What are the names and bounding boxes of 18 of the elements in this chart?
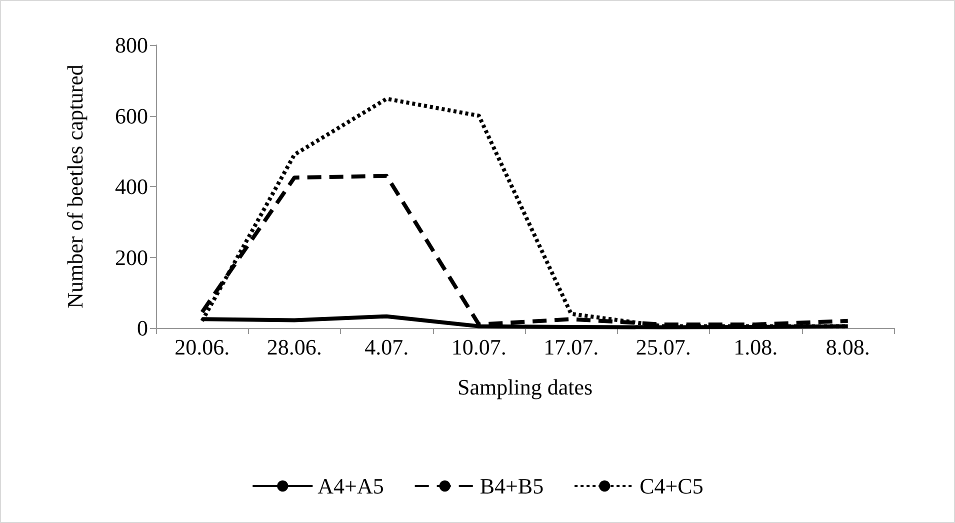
x-axis-title: Sampling dates — [457, 374, 593, 400]
y-tick-label: 600 — [115, 103, 148, 128]
legend-label: B4+B5 — [480, 474, 544, 498]
x-tick-label: 20.06. — [174, 334, 230, 360]
y-tick-label: 0 — [137, 316, 148, 340]
y-tick-label: 200 — [115, 244, 148, 270]
x-tick-label: 28.06. — [266, 334, 322, 360]
legend-label: A4+A5 — [318, 474, 384, 498]
y-tick-label: 800 — [115, 32, 148, 58]
legend-label: C4+C5 — [640, 474, 704, 498]
y-axis-title: Number of beetles captured — [62, 64, 88, 308]
x-tick-label: 17.07. — [544, 334, 599, 360]
x-tick-label: 25.07. — [636, 334, 691, 360]
x-tick-label: 4.07. — [364, 334, 409, 360]
y-tick-label: 400 — [115, 174, 148, 199]
x-tick-label: 8.08. — [826, 334, 870, 360]
x-tick-label: 10.07. — [451, 334, 506, 360]
x-tick-label: 1.08. — [734, 334, 778, 360]
